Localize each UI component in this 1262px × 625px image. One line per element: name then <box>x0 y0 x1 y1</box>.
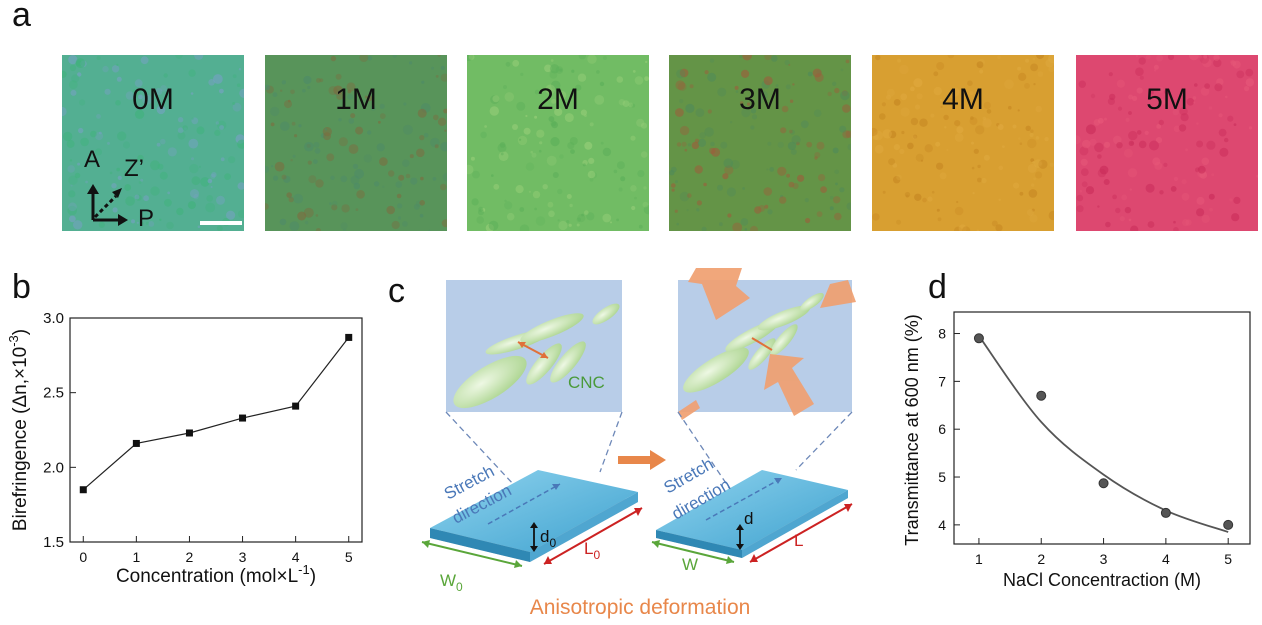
micrograph-label: 3M <box>739 83 781 116</box>
data-point <box>79 486 87 494</box>
micrograph-label: 5M <box>1146 83 1188 116</box>
birefringence-chart: 1.5 2.0 2.5 3.0 0 1 2 3 4 5 Concentration (mol×L… <box>6 310 363 587</box>
x-tick-label: 2 <box>186 549 194 565</box>
scale-bar <box>200 221 242 225</box>
x-tick-label: 3 <box>1100 551 1108 567</box>
cnc-rods-after <box>683 292 824 393</box>
micrograph-label: 4M <box>942 83 984 116</box>
x-tick-label: 4 <box>1162 551 1170 567</box>
y-tick-label: 8 <box>938 326 946 342</box>
transform-arrow-icon <box>618 450 666 470</box>
x-axis-label: NaCl Concentraction (M) <box>1003 570 1201 590</box>
micrograph-0: 0M <box>62 55 244 231</box>
y-tick-label: 3.0 <box>43 310 64 327</box>
film-slab-before <box>430 470 638 562</box>
x-tick-label: 4 <box>292 549 300 565</box>
data-point <box>292 402 300 410</box>
data-point <box>1223 519 1234 530</box>
data-point <box>239 414 247 422</box>
panel-label-c: c <box>388 272 405 310</box>
y-tick-label: 2.5 <box>43 385 64 402</box>
micrograph-1: 1M <box>265 55 447 231</box>
panel-label-d: d <box>928 268 947 306</box>
analyzer-label: A <box>84 146 100 173</box>
x-tick-label: 2 <box>1037 551 1045 567</box>
series-line <box>82 337 350 491</box>
data-point <box>1036 390 1047 401</box>
y-axis-label: Birefringence (Δn,×10-3) <box>6 329 31 531</box>
compression-arrows-icon <box>678 268 856 420</box>
y-tick-label: 6 <box>938 421 946 437</box>
micrograph-5: 5M <box>1076 55 1258 231</box>
deformation-schematic: CNC Stretch direction d0 W0 <box>421 268 856 619</box>
micrograph-4: 4M <box>872 55 1054 231</box>
micrograph-label: 1M <box>335 83 377 116</box>
x-tick-label: 0 <box>79 549 87 565</box>
cnc-label: CNC <box>568 373 605 392</box>
deformation-caption: Anisotropic deformation <box>530 596 751 619</box>
data-point <box>345 333 353 341</box>
width-label-before: W0 <box>440 571 463 594</box>
y-tick-label: 5 <box>938 469 946 485</box>
fit-curve <box>978 335 1229 533</box>
y-tick-label: 1.5 <box>43 534 64 551</box>
axes-arrows-icon <box>87 184 128 226</box>
micrograph-2: 2M <box>467 55 649 231</box>
data-point <box>185 429 193 437</box>
width-label-after: W <box>682 555 698 574</box>
panel-label-b: b <box>12 268 31 306</box>
x-tick-label: 3 <box>239 549 247 565</box>
x-tick-label: 5 <box>1224 551 1232 567</box>
plot-frame <box>953 311 1251 545</box>
y-axis-label: Transmittance at 600 nm (%) <box>902 314 922 545</box>
data-point <box>132 439 140 447</box>
transmittance-chart: 4 5 6 7 8 1 2 3 4 5 NaCl Concentraction (M) Tran… <box>902 311 1251 590</box>
length-label-before: L0 <box>584 539 600 562</box>
panel-label-a: a <box>12 0 31 34</box>
x-tick-label: 1 <box>975 551 983 567</box>
thickness-label-before: d0 <box>540 527 556 550</box>
plot-frame <box>69 317 363 543</box>
data-point <box>1160 507 1171 518</box>
micrograph-label: 2M <box>537 83 579 116</box>
polarizer-axes: A Z’ P <box>84 146 154 232</box>
film-slab-after <box>656 470 848 558</box>
z-axis-label: Z’ <box>124 155 144 182</box>
data-point <box>973 333 984 344</box>
x-tick-label: 1 <box>132 549 140 565</box>
y-tick-label: 7 <box>938 373 946 389</box>
y-tick-label: 4 <box>938 517 946 533</box>
micrograph-label: 0M <box>132 83 174 116</box>
micrograph-3: 3M <box>669 55 851 231</box>
y-tick-label: 2.0 <box>43 459 64 476</box>
thickness-label-after: d <box>744 509 753 528</box>
x-tick-label: 5 <box>345 549 353 565</box>
length-label-after: L <box>794 531 803 550</box>
data-point <box>1098 478 1109 489</box>
polarizer-label: P <box>138 205 154 232</box>
x-axis-label: Concentration (mol×L-1) <box>116 562 316 587</box>
